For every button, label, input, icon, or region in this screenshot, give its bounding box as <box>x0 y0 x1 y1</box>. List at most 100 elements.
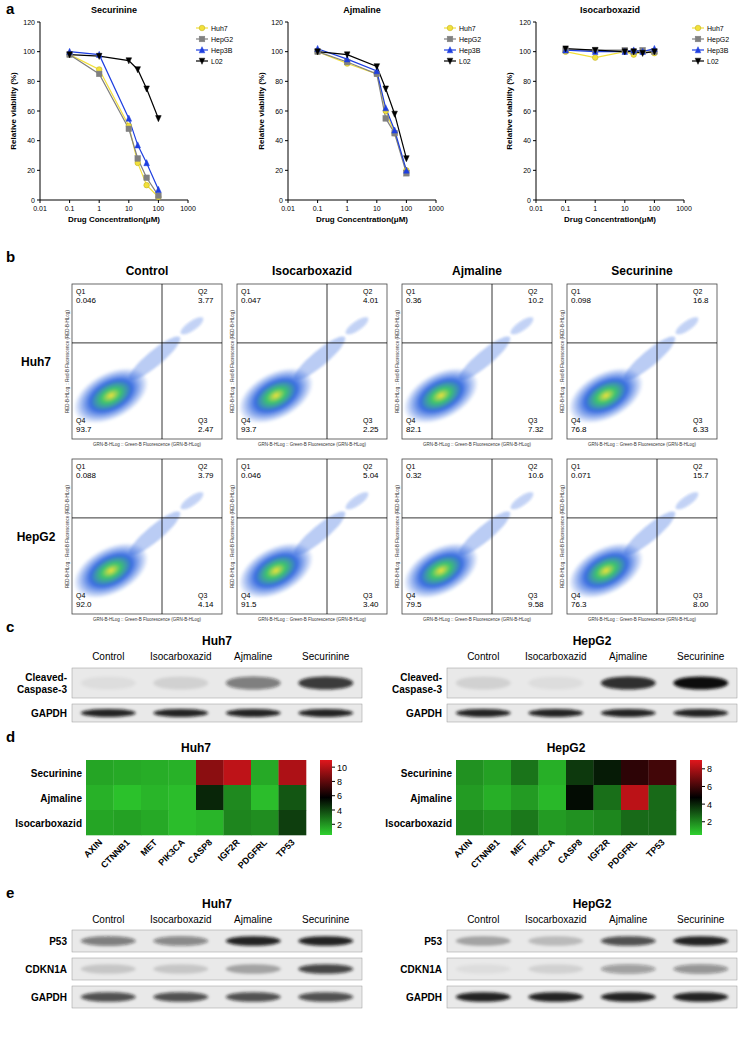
y-tick-label: 20 <box>275 167 283 174</box>
heatmap-cell <box>224 760 252 785</box>
column-label: IGF2R <box>586 837 612 863</box>
x-axis <box>40 200 188 201</box>
quadrant-name: Q3 <box>363 592 372 600</box>
x-tick <box>288 200 289 203</box>
data-point <box>344 52 350 58</box>
quadrant-name: Q3 <box>693 592 702 600</box>
blot-band <box>81 936 136 946</box>
x-tick <box>347 200 348 203</box>
colorbar-tick-label: 6 <box>707 782 712 792</box>
lane-label: Ajmaline <box>234 914 273 925</box>
quadrant-value: 4.01 <box>363 296 379 305</box>
blot-band <box>298 676 353 689</box>
x-tick <box>317 200 318 203</box>
blot-group: HepG2ControlIsocarboxazidAjmalineSecurin… <box>392 634 737 722</box>
column-label: CTNNB1 <box>99 837 132 870</box>
cell-tail <box>289 506 350 560</box>
data-point <box>622 49 628 55</box>
quadrant-value: 93.7 <box>76 425 92 434</box>
blot-band <box>456 964 511 974</box>
quadrant-name: Q4 <box>406 592 415 600</box>
heatmap-cell <box>566 760 594 785</box>
data-point <box>640 50 646 56</box>
lane-label: Ajmaline <box>609 651 648 662</box>
heatmap-cell <box>649 785 677 810</box>
x-tick-label: 10 <box>373 205 381 212</box>
colorbar-tick <box>332 767 335 768</box>
data-point <box>144 175 150 181</box>
x-tick-label: 0.01 <box>529 205 543 212</box>
blot-strip <box>72 986 362 1008</box>
y-tick <box>533 51 536 52</box>
x-tick <box>436 200 437 203</box>
plot-area <box>67 48 161 199</box>
legend-label: Hep3B <box>707 47 729 55</box>
protein-label: P53 <box>49 936 67 947</box>
panel-letter: e <box>6 884 14 901</box>
panel-letter: c <box>6 618 14 635</box>
data-point <box>315 49 321 55</box>
legend-label: L02 <box>707 58 719 65</box>
column-label: IGF2R <box>216 837 242 863</box>
quadrant-name: Q2 <box>693 463 702 471</box>
blot-band <box>298 964 353 974</box>
legend-label: Huh7 <box>707 25 724 32</box>
blot-strip <box>447 986 737 1008</box>
y-tick <box>533 111 536 112</box>
line-chart: Securinine0204060801001200.010.111010010… <box>9 5 233 224</box>
lane-label: Ajmaline <box>234 651 273 662</box>
data-point <box>404 156 410 162</box>
x-tick <box>376 200 377 203</box>
column-title: Isocarboxazid <box>272 264 352 278</box>
x-tick <box>406 200 407 203</box>
blot-band <box>226 709 281 717</box>
data-point <box>383 86 389 92</box>
panel-letter: d <box>6 728 15 745</box>
data-point <box>135 142 141 148</box>
data-point <box>631 49 637 55</box>
y-axis-label: Relative viability (%) <box>9 72 18 150</box>
x-tick-label: 10 <box>125 205 133 212</box>
y-tick <box>285 140 288 141</box>
quadrant-value: 0.046 <box>241 471 262 480</box>
blot-band <box>226 936 281 946</box>
heatmap-cell <box>251 760 279 785</box>
data-point <box>592 48 598 54</box>
panel-letter: b <box>6 248 15 265</box>
y-axis-label: RED-B-HLog :: Red-B Fluorescence (RED-B-… <box>230 310 235 413</box>
row-label: Securinine <box>31 768 83 779</box>
heatmap-cell <box>141 810 169 835</box>
heatmap-cell <box>86 810 114 835</box>
series-line <box>70 55 159 197</box>
colorbar-tick-label: 8 <box>337 777 342 787</box>
heatmap-cell <box>251 810 279 835</box>
column-title: Control <box>126 264 169 278</box>
quadrant-name: Q1 <box>241 463 250 471</box>
blot-band <box>673 676 728 689</box>
colorbar-tick <box>332 810 335 811</box>
quadrant-line <box>657 284 658 439</box>
blot-band <box>153 992 208 1002</box>
quadrant-name: Q4 <box>571 592 580 600</box>
blot-band <box>673 936 728 946</box>
colorbar-tick <box>702 786 705 787</box>
data-point <box>622 48 628 54</box>
chart-title: Securinine <box>91 5 137 15</box>
blot-band <box>528 992 583 1002</box>
blot-band <box>601 936 656 946</box>
heatmap-cell <box>621 760 649 785</box>
protein-label: CDKN1A <box>25 964 67 975</box>
legend-marker <box>695 47 701 53</box>
data-point <box>135 156 141 162</box>
column-label: CASP8 <box>186 837 214 865</box>
y-tick <box>37 81 40 82</box>
legend-marker <box>199 25 205 31</box>
blot-band <box>456 709 511 717</box>
x-tick <box>595 200 596 203</box>
quadrant-value: 3.77 <box>198 296 214 305</box>
y-tick-label: 120 <box>271 19 283 26</box>
legend-label: HepG2 <box>707 36 729 44</box>
quadrant-value: 6.33 <box>693 425 709 434</box>
blot-band <box>226 964 281 974</box>
colorbar <box>320 760 332 835</box>
